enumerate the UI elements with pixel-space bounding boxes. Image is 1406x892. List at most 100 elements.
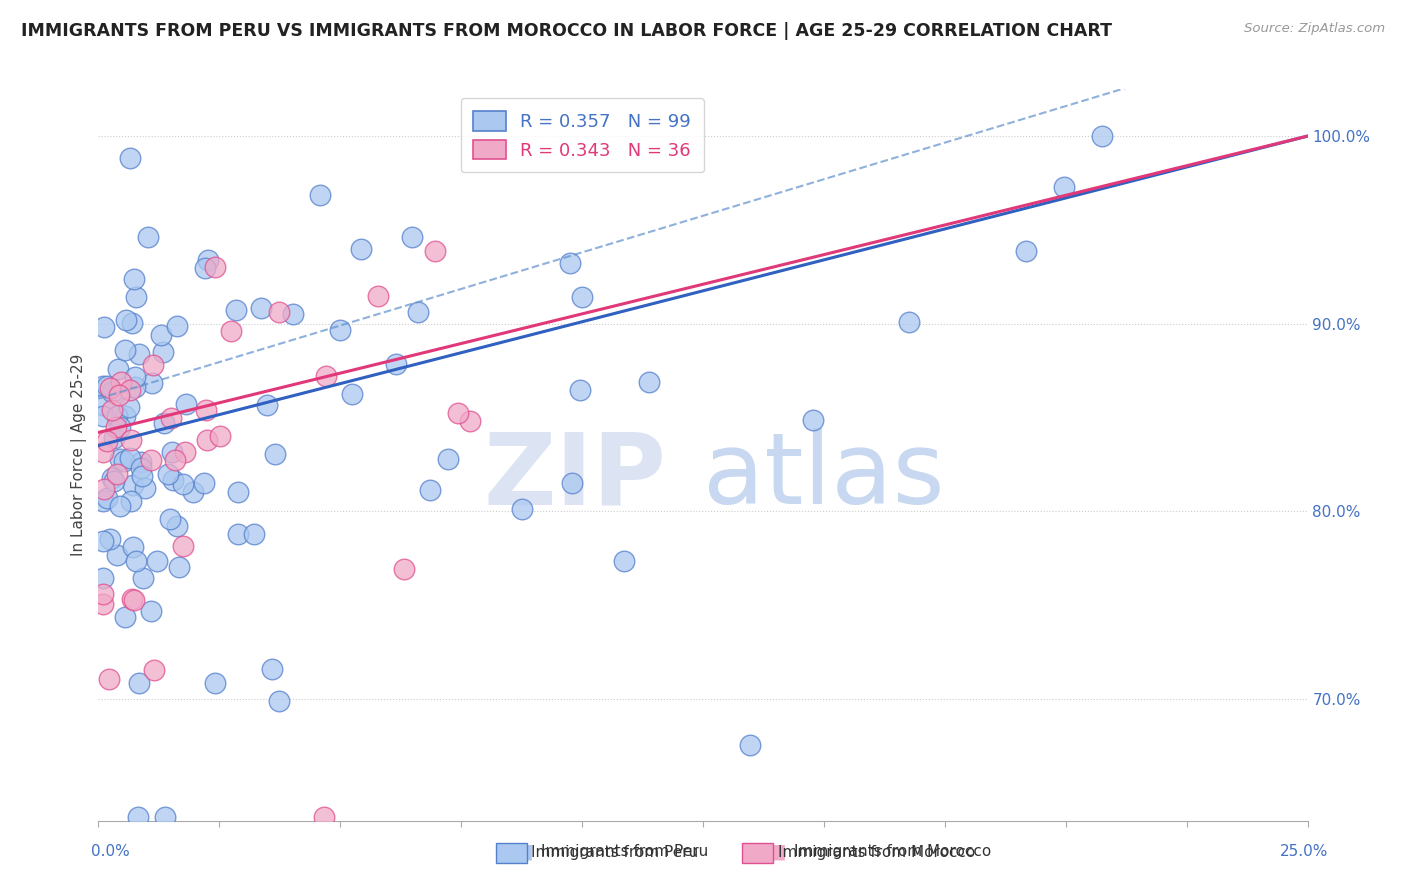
Point xyxy=(162,473,184,487)
Text: ▪: ▪ xyxy=(766,838,787,866)
Point xyxy=(181,485,204,500)
Point xyxy=(107,362,129,376)
Text: IMMIGRANTS FROM PERU VS IMMIGRANTS FROM MOROCCO IN LABOR FORCE | AGE 25-29 CORRE: IMMIGRANTS FROM PERU VS IMMIGRANTS FROM … xyxy=(21,22,1112,40)
Point xyxy=(256,398,278,412)
Point xyxy=(195,433,218,447)
Point xyxy=(105,467,128,481)
Point xyxy=(262,662,284,676)
Point xyxy=(166,318,188,333)
Point xyxy=(98,533,121,547)
Point xyxy=(1015,244,1038,259)
Point xyxy=(460,414,482,428)
Point xyxy=(561,475,583,490)
Point xyxy=(350,243,373,257)
Point xyxy=(267,694,290,708)
Point xyxy=(281,307,304,321)
Point xyxy=(406,304,429,318)
Text: atlas: atlas xyxy=(703,428,945,525)
Point xyxy=(112,454,135,468)
Point xyxy=(897,314,920,328)
Point xyxy=(267,304,290,318)
Point xyxy=(367,289,389,303)
Point xyxy=(118,401,141,415)
Point xyxy=(208,428,231,442)
Point xyxy=(1091,129,1114,144)
Point xyxy=(91,587,114,601)
Point xyxy=(110,376,132,390)
Point xyxy=(105,409,128,424)
Point xyxy=(242,526,264,541)
Point xyxy=(142,663,165,677)
Point xyxy=(105,549,128,563)
Point xyxy=(122,478,145,492)
Point xyxy=(219,324,242,338)
Point xyxy=(131,469,153,483)
Text: 25.0%: 25.0% xyxy=(1281,845,1329,859)
Point xyxy=(419,483,441,498)
Point xyxy=(309,187,332,202)
Point xyxy=(159,411,181,425)
Text: Source: ZipAtlas.com: Source: ZipAtlas.com xyxy=(1244,22,1385,36)
Point xyxy=(193,476,215,491)
Point xyxy=(392,562,415,576)
Point xyxy=(569,383,592,397)
Point xyxy=(437,452,460,467)
Point xyxy=(114,343,136,357)
Point xyxy=(97,672,120,686)
Point xyxy=(120,451,142,466)
Point xyxy=(152,345,174,359)
Point xyxy=(141,453,163,467)
Point xyxy=(118,151,141,165)
Point xyxy=(120,494,142,508)
Point xyxy=(101,471,124,485)
Text: Immigrants from Morocco: Immigrants from Morocco xyxy=(778,846,974,860)
Point xyxy=(110,451,132,466)
Point xyxy=(91,398,114,412)
Point xyxy=(153,810,176,824)
Point xyxy=(447,406,470,420)
Point xyxy=(638,375,661,389)
Point xyxy=(93,320,115,334)
Point xyxy=(124,370,146,384)
Text: Immigrants from Peru: Immigrants from Peru xyxy=(541,845,709,859)
Point xyxy=(139,604,162,618)
Point xyxy=(510,502,533,516)
Point xyxy=(423,244,446,259)
Point xyxy=(558,255,581,269)
Point xyxy=(107,388,129,402)
Point xyxy=(312,810,335,824)
Point xyxy=(132,571,155,585)
Point xyxy=(340,387,363,401)
Point xyxy=(100,402,122,417)
Point xyxy=(124,380,146,394)
Point xyxy=(96,491,118,506)
Point xyxy=(114,610,136,624)
Point xyxy=(128,347,150,361)
Point xyxy=(114,409,136,424)
Point xyxy=(96,434,118,448)
Point xyxy=(172,540,194,554)
Point xyxy=(204,260,226,275)
Point xyxy=(96,379,118,393)
Point xyxy=(226,485,249,500)
Point xyxy=(134,481,156,495)
Point xyxy=(115,312,138,326)
Point xyxy=(401,230,423,244)
Point xyxy=(153,416,176,430)
Point xyxy=(91,494,114,508)
Point xyxy=(128,675,150,690)
Legend: R = 0.357   N = 99, R = 0.343   N = 36: R = 0.357 N = 99, R = 0.343 N = 36 xyxy=(461,98,703,172)
Text: ▪: ▪ xyxy=(513,838,534,866)
Point xyxy=(124,592,146,607)
Text: Immigrants from Morocco: Immigrants from Morocco xyxy=(794,845,991,859)
Point xyxy=(91,444,114,458)
Point xyxy=(204,675,226,690)
Point xyxy=(91,533,114,548)
Y-axis label: In Labor Force | Age 25-29: In Labor Force | Age 25-29 xyxy=(72,354,87,556)
Point xyxy=(156,467,179,481)
Point xyxy=(1053,179,1076,194)
Point xyxy=(142,358,165,372)
Point xyxy=(163,453,186,467)
Point xyxy=(159,511,181,525)
Point xyxy=(166,518,188,533)
